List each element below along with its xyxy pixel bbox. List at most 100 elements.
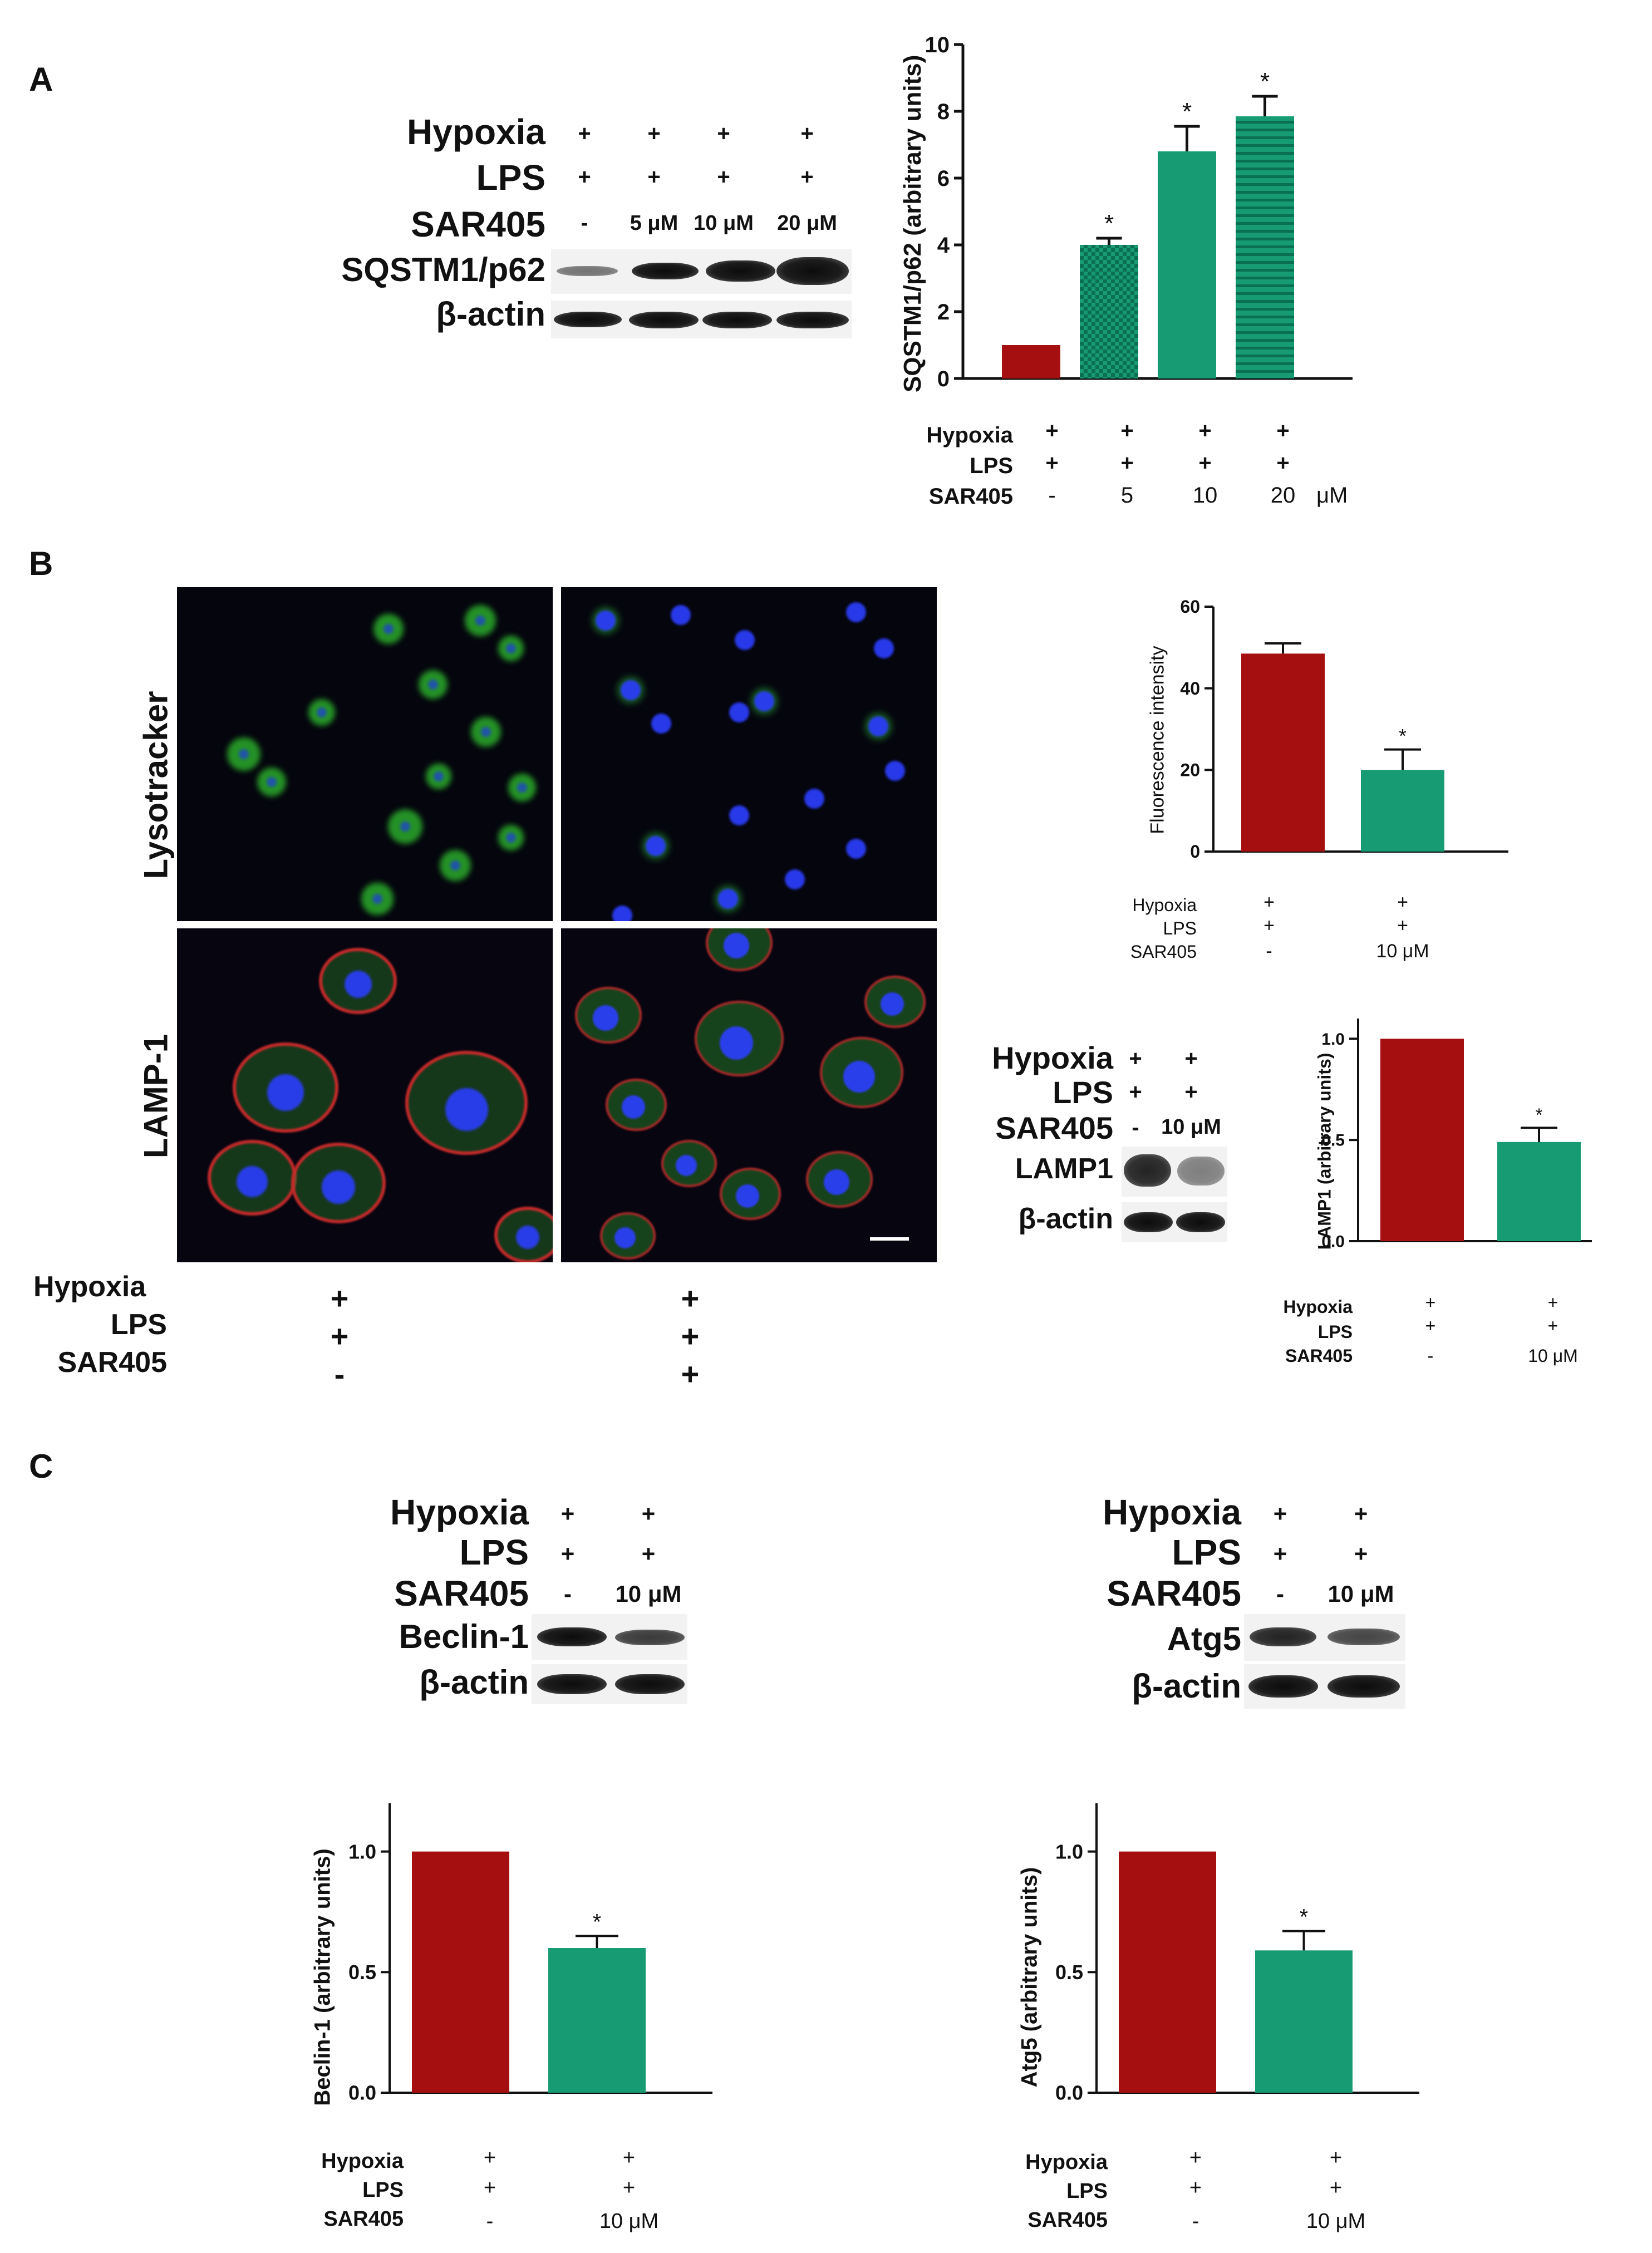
blot-cond: + xyxy=(1354,1541,1368,1567)
blot-row-label: LPS xyxy=(1053,1075,1113,1110)
blot-cond: + xyxy=(1129,1046,1142,1071)
blot-cond: 10 μM xyxy=(1328,1581,1394,1607)
table-cell: + xyxy=(1263,915,1275,936)
blot-cond: + xyxy=(560,1541,575,1567)
table-row-label: SAR405 xyxy=(1027,2208,1108,2232)
table-cell: + xyxy=(1425,1292,1436,1312)
blot-protein-label: Atg5 xyxy=(1167,1620,1241,1657)
table-row-label: SAR405 xyxy=(1130,942,1197,962)
micro-lysotracker-control xyxy=(177,587,553,921)
blot-row-label: SAR405 xyxy=(995,1110,1113,1145)
cell xyxy=(754,691,774,711)
table-cell: + xyxy=(1045,451,1059,475)
blot-strip xyxy=(532,1664,687,1704)
blot-band xyxy=(1248,1675,1318,1698)
micro-row-label-lamp1: LAMP-1 xyxy=(137,1034,175,1159)
blot-strip xyxy=(551,301,852,338)
blot-cond: 10 μM xyxy=(1161,1115,1221,1139)
chart-atg5-svg: 0.0 0.5 1.0 * xyxy=(1055,1803,1419,2104)
table-cell: + xyxy=(483,2176,496,2200)
table-cell: + xyxy=(1397,915,1408,936)
blot-band xyxy=(629,312,699,328)
blot-band xyxy=(702,312,772,328)
table-cell: 10 μM xyxy=(599,2210,659,2233)
blot-cond: + xyxy=(1273,1541,1287,1567)
cell xyxy=(846,839,866,859)
bar xyxy=(1497,1142,1581,1241)
bar xyxy=(1236,116,1294,378)
blot-cond: 10 μM xyxy=(615,1581,682,1607)
blot-protein-label: LAMP1 xyxy=(1015,1153,1113,1185)
table-cell: + xyxy=(330,1319,349,1354)
table-cell: + xyxy=(483,2146,496,2170)
cell xyxy=(237,1166,268,1197)
blot-protein-label: β-actin xyxy=(1018,1203,1113,1235)
cell xyxy=(646,836,666,856)
y-tick-label: 40 xyxy=(1180,678,1200,698)
cell-membrane xyxy=(820,1037,903,1108)
cell xyxy=(506,643,516,653)
table-cell: - xyxy=(1266,941,1272,962)
bar xyxy=(1158,151,1216,378)
y-tick-label: 0.5 xyxy=(1321,1132,1345,1150)
chart-beclin: 0.0 0.5 1.0 * Beclin-1 (arbitrary units) xyxy=(311,1781,735,2137)
y-tick-label: 6 xyxy=(937,166,950,191)
table-cell: + xyxy=(1329,2176,1343,2200)
blot-band xyxy=(554,312,622,327)
blot-strip xyxy=(1244,1614,1405,1661)
blot-band xyxy=(1177,1157,1225,1185)
cell xyxy=(804,789,824,809)
blot-cond: 5 μM xyxy=(630,211,678,235)
blot-band xyxy=(1328,1629,1400,1645)
y-tick-label: 1.0 xyxy=(1055,1840,1083,1863)
table-cell: + xyxy=(681,1281,700,1316)
y-tick-label: 0.0 xyxy=(348,2082,376,2104)
table-row-label: Hypoxia xyxy=(33,1271,146,1303)
blot-protein-label: β-actin xyxy=(436,296,545,333)
chart-lamp1: 0.0 0.5 1.0 * LAMP1 (arbitrary units) xyxy=(1297,996,1609,1286)
blot-cond: + xyxy=(800,121,814,146)
blot-row-label: SAR405 xyxy=(411,204,545,244)
cell xyxy=(434,771,444,781)
blot-band xyxy=(537,1674,607,1694)
blot-band xyxy=(1176,1212,1225,1232)
cell xyxy=(735,630,755,650)
chart-lamp1-svg: 0.0 0.5 1.0 * xyxy=(1321,1019,1592,1251)
blot-cond: + xyxy=(560,1501,575,1527)
cell xyxy=(885,761,905,781)
blot-row-label: Hypoxia xyxy=(390,1492,529,1532)
cell xyxy=(736,1184,759,1208)
cell xyxy=(843,1060,875,1093)
bar xyxy=(412,1851,509,2093)
y-tick-label: 0.5 xyxy=(1055,1961,1083,1984)
table-cell: - xyxy=(486,2210,494,2233)
blot-cond: - xyxy=(564,1581,572,1607)
blot-protein-label: β-actin xyxy=(1132,1667,1241,1705)
cell xyxy=(729,702,749,722)
table-cell: + xyxy=(1189,2146,1202,2170)
blot-band xyxy=(615,1674,685,1694)
cell xyxy=(651,714,671,734)
table-row-label: Hypoxia xyxy=(926,423,1013,447)
blot-cond: + xyxy=(1129,1080,1142,1104)
chart-p62-svg: 0 2 4 6 8 10 * * * xyxy=(925,33,1353,391)
cell xyxy=(671,605,691,625)
blot-band xyxy=(537,1627,607,1646)
bar xyxy=(1255,1950,1353,2093)
cell xyxy=(719,1026,754,1060)
y-tick-label: 0.0 xyxy=(1321,1233,1345,1251)
table-cell: + xyxy=(1329,2146,1343,2170)
blot-cond: + xyxy=(647,165,661,189)
blot-band xyxy=(1124,1154,1171,1187)
y-tick-label: 0 xyxy=(937,367,950,391)
blot-cond: + xyxy=(717,165,730,189)
blot-row-label: Hypoxia xyxy=(407,112,545,152)
table-row-label: LPS xyxy=(1066,2180,1108,2203)
table-cell: - xyxy=(1192,2210,1199,2233)
table-cell: + xyxy=(1045,419,1059,443)
table-cell: 10 xyxy=(1192,483,1218,508)
blot-row-label: LPS xyxy=(1172,1532,1241,1572)
scale-bar xyxy=(870,1237,909,1241)
bar xyxy=(1241,653,1325,852)
table-unit: μM xyxy=(1316,483,1348,508)
